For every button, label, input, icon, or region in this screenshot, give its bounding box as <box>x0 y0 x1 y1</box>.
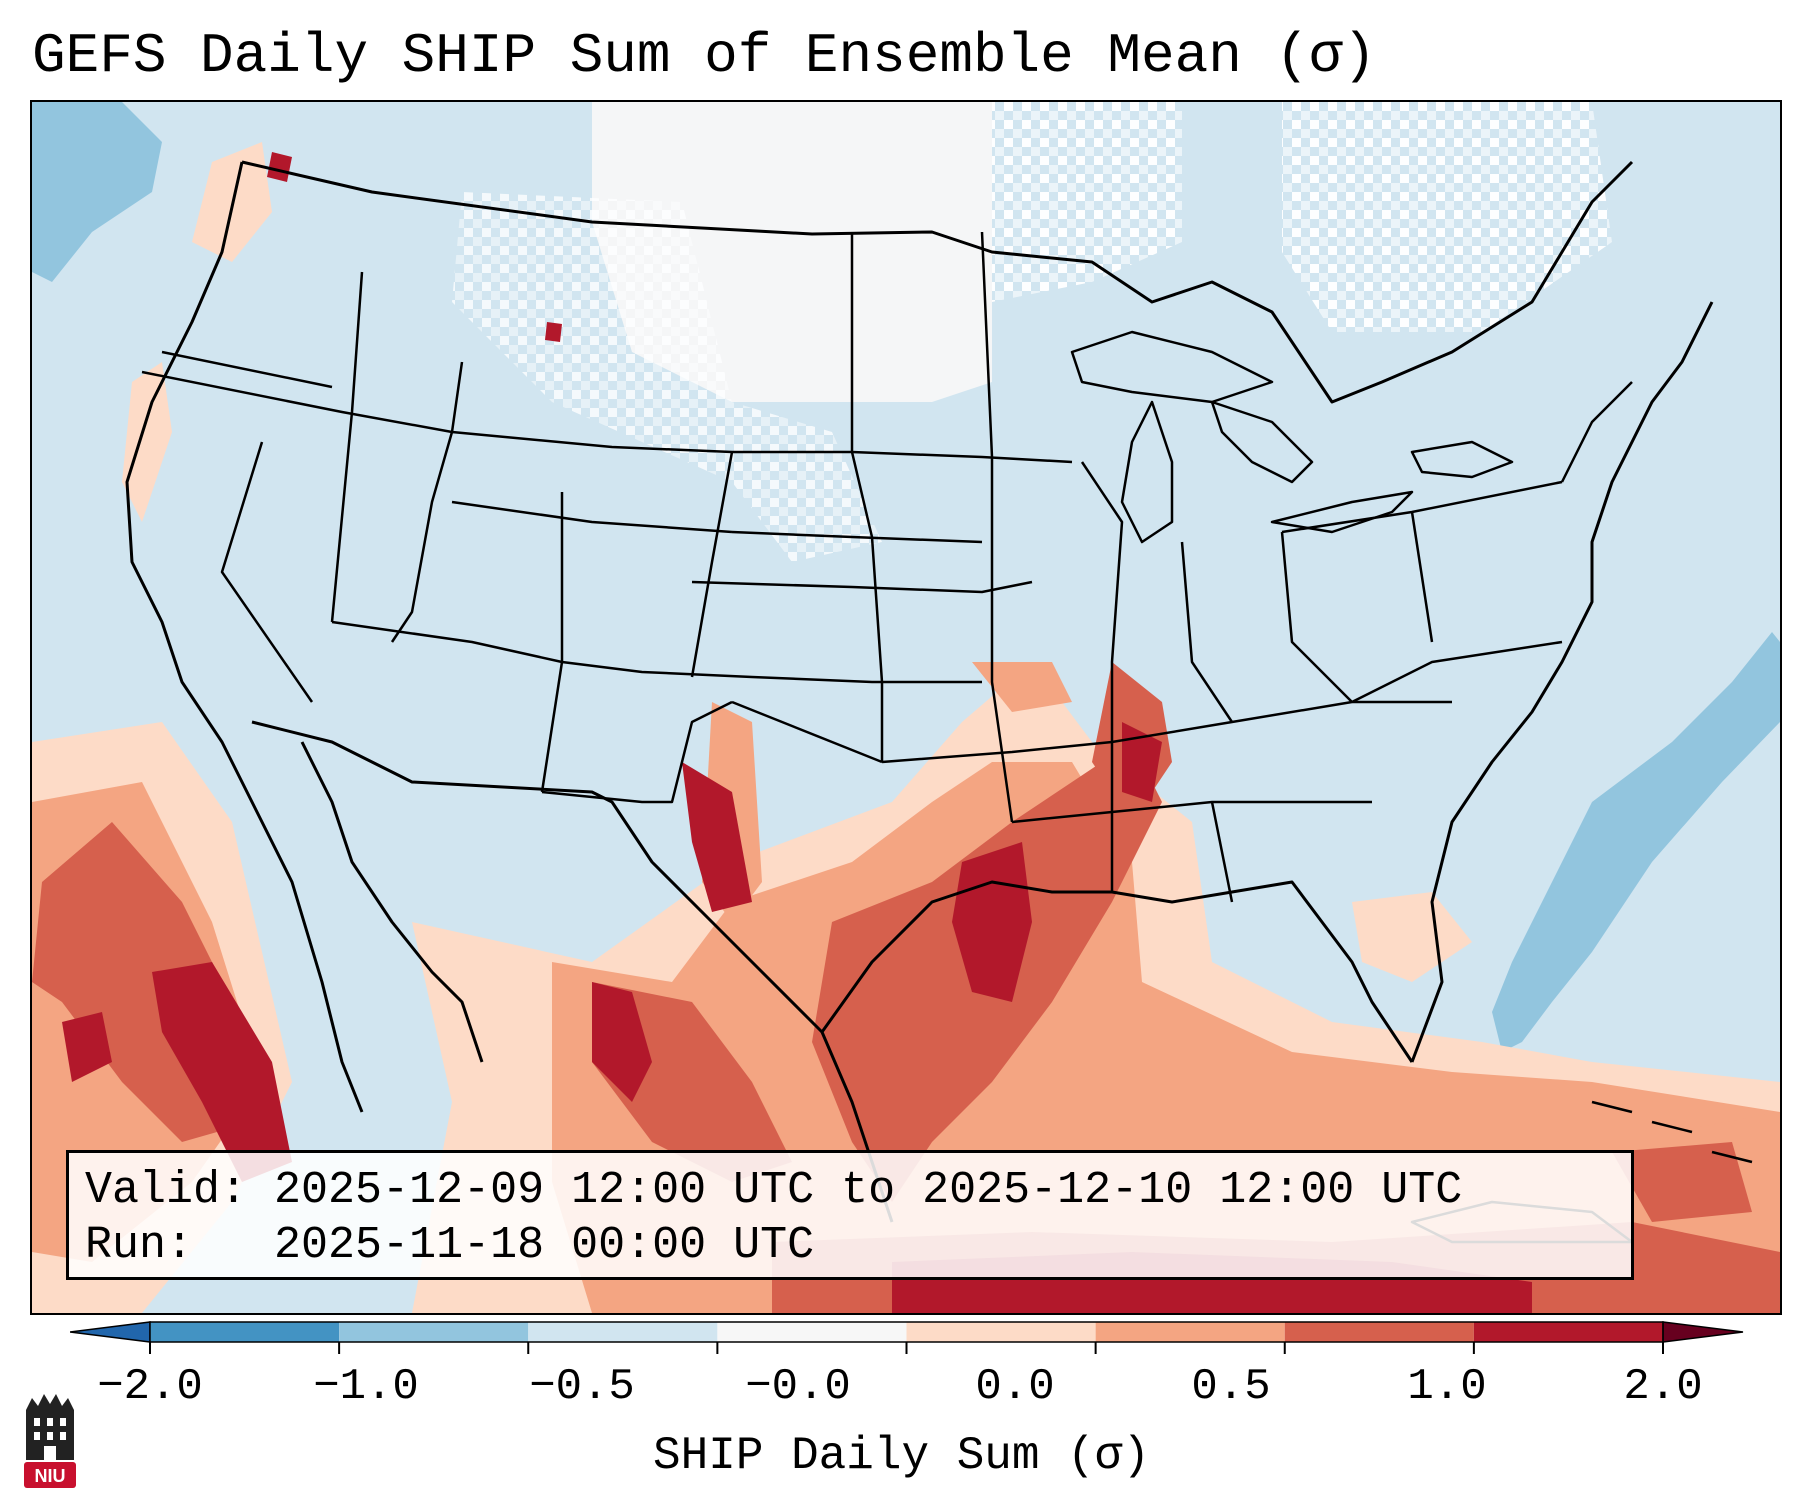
colorbar-tick-label: 0.0 <box>975 1362 1055 1412</box>
colorbar-tick-label: 2.0 <box>1623 1362 1703 1412</box>
colorbar-segment <box>150 1322 340 1342</box>
colorbar-tick-label: 0.5 <box>1191 1362 1271 1412</box>
colorbar-segment <box>1095 1322 1285 1342</box>
colorbar-extend-low <box>70 1321 151 1343</box>
us-mexico-border <box>251 720 824 1034</box>
colorbar-segment <box>339 1322 529 1342</box>
map-panel <box>30 100 1782 1315</box>
colorbar-tick-label: 1.0 <box>1407 1362 1487 1412</box>
colorbar-segment <box>906 1322 1096 1342</box>
colorbar-segment <box>528 1322 718 1342</box>
run-time: 2025-11-18 00:00 UTC <box>274 1220 815 1271</box>
state-borders <box>141 231 1633 903</box>
colorbar-tick-label: −0.5 <box>529 1362 635 1412</box>
colorbar-extend-high <box>1662 1321 1744 1343</box>
baja-coastline <box>300 741 484 1063</box>
colorbar-tick-label: −0.0 <box>745 1362 851 1412</box>
map-title: GEFS Daily SHIP Sum of Ensemble Mean (σ) <box>32 24 1377 88</box>
positive-anomaly-max <box>62 152 1532 1313</box>
niu-logo-badge <box>24 1462 76 1488</box>
colorbar-tick-label: −1.0 <box>313 1362 419 1412</box>
colorbar-segment <box>1473 1322 1663 1342</box>
niu-logo-text: NIU <box>35 1466 66 1486</box>
negative-anomaly-atlantic <box>1492 632 1780 1052</box>
valid-run-info-box: Valid: 2025-12-09 12:00 UTC to 2025-12-1… <box>66 1150 1634 1280</box>
map-borders <box>125 160 1753 1244</box>
great-lakes <box>1070 330 1514 544</box>
valid-time-range: 2025-12-09 12:00 UTC to 2025-12-10 12:00… <box>274 1165 1463 1216</box>
niu-logo: NIU <box>24 1394 76 1488</box>
colorbar-tick-label: −2.0 <box>97 1362 203 1412</box>
negative-anomaly-pacific <box>32 102 162 282</box>
valid-label: Valid: <box>85 1165 248 1216</box>
colorbar-segment <box>1284 1322 1474 1342</box>
atlantic-coastline <box>1410 301 1714 1063</box>
gulf-coastline <box>820 880 1414 1063</box>
colorbar-segment <box>717 1322 907 1342</box>
near-zero-region <box>452 102 1612 562</box>
us-canada-border <box>241 160 1634 404</box>
pacific-coastline <box>125 161 364 1113</box>
run-label: Run: <box>85 1220 194 1271</box>
colorbar-label: SHIP Daily Sum (σ) <box>653 1430 1150 1482</box>
colorbar <box>70 1321 1744 1354</box>
